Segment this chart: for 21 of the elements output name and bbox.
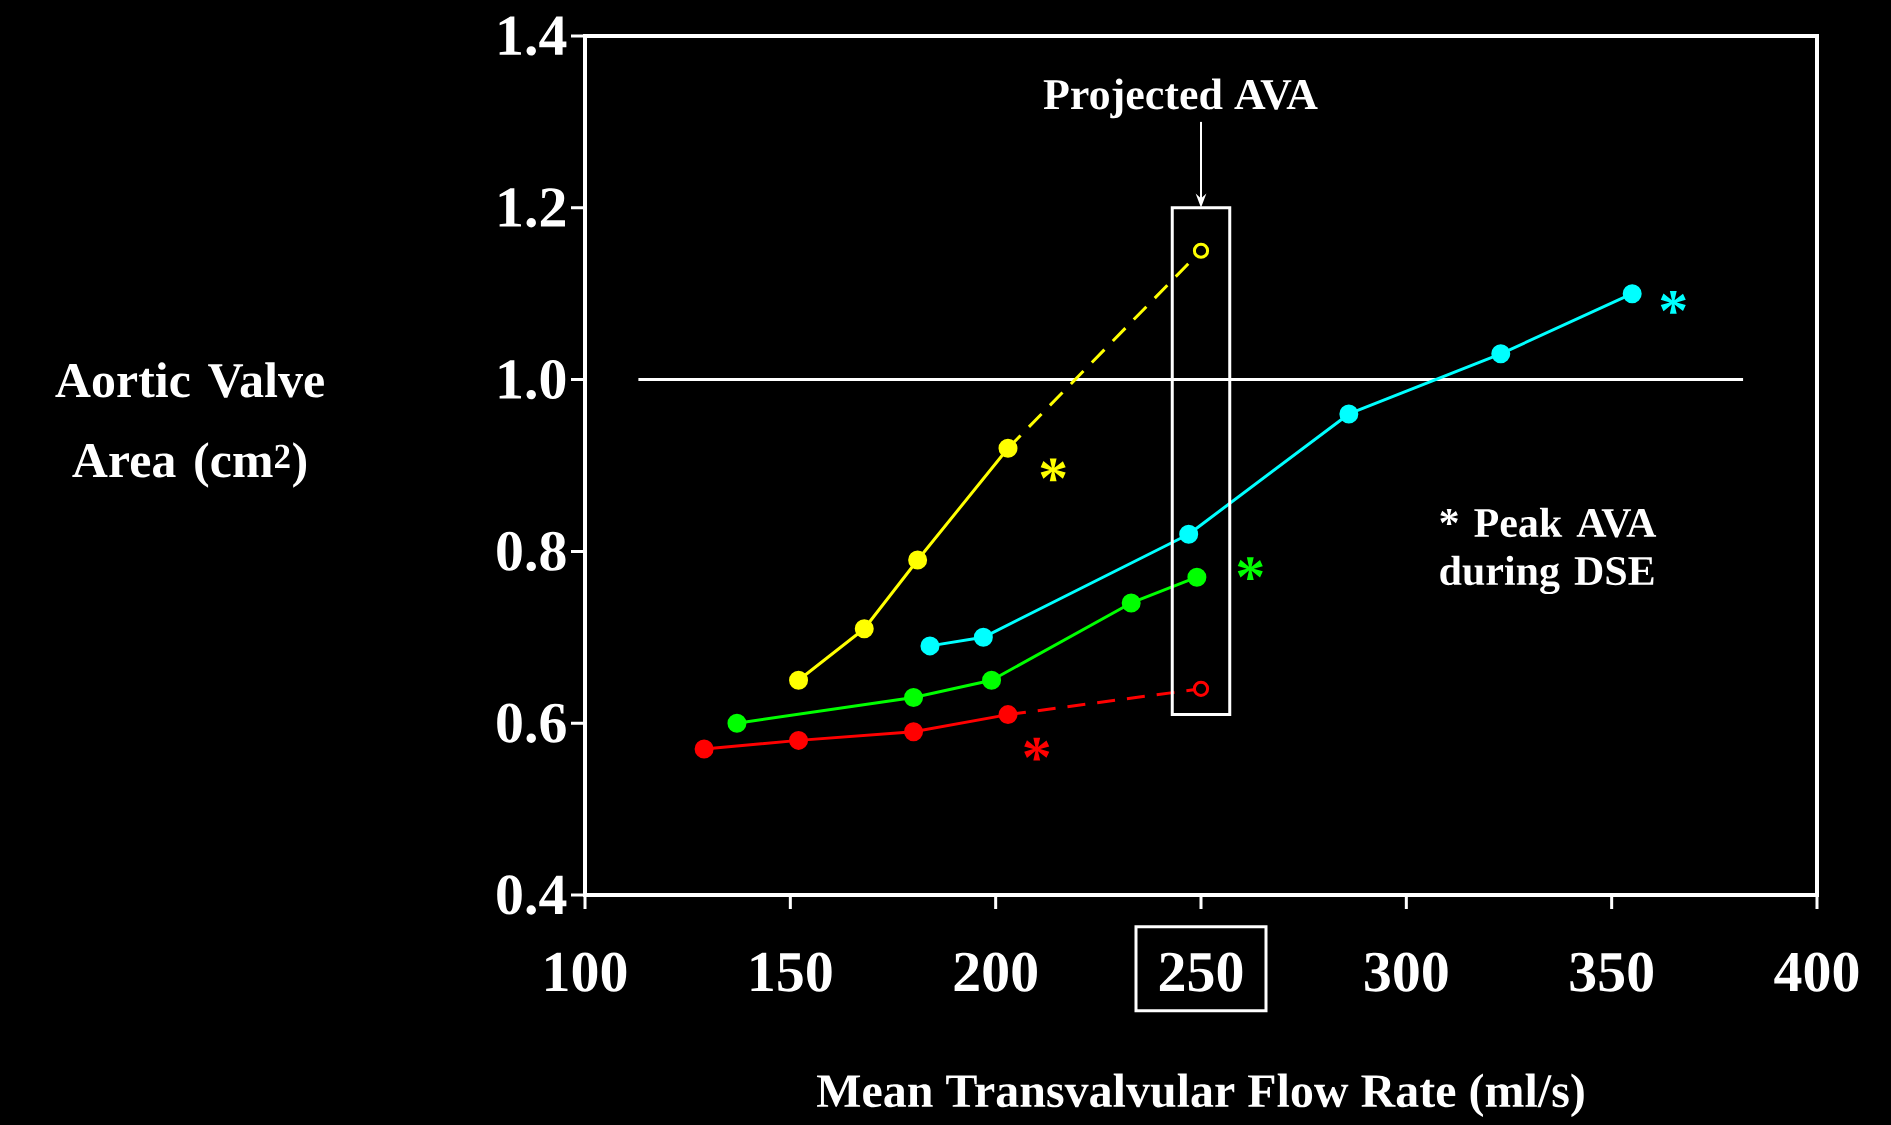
- annotation: *: [1024, 737, 1050, 761]
- x-axis-title: Mean Transvalvular Flow Rate (ml/s): [816, 1073, 1584, 1118]
- y-tick-label: 0.4: [497, 875, 567, 915]
- annotation: *: [1237, 557, 1263, 580]
- annotation: * Peak AVA during DSE: [1440, 507, 1657, 595]
- x-tick-label: 300: [1365, 952, 1448, 992]
- x-tick-label: 250: [1159, 952, 1243, 992]
- y-axis-title: Aortic Valve Area (cm$^{2}$): [55, 362, 324, 488]
- y-tick-label: 1.4: [499, 16, 567, 56]
- y-tick-label: 1.2: [499, 188, 565, 228]
- x-tick-label: 200: [954, 952, 1037, 992]
- y-tick-label: 1.0: [499, 359, 566, 400]
- x-tick-label: 350: [1570, 952, 1653, 992]
- annotation: *: [1660, 291, 1686, 314]
- x-tick-label: 150: [751, 952, 832, 992]
- x-tick-label: 400: [1774, 952, 1859, 992]
- x-tick-label: 100: [546, 952, 627, 992]
- y-tick-label: 0.6: [497, 703, 566, 743]
- annotation: *: [1040, 458, 1066, 482]
- y-tick-label: 0.8: [497, 531, 566, 572]
- annotation: Projected AVA: [1043, 78, 1318, 119]
